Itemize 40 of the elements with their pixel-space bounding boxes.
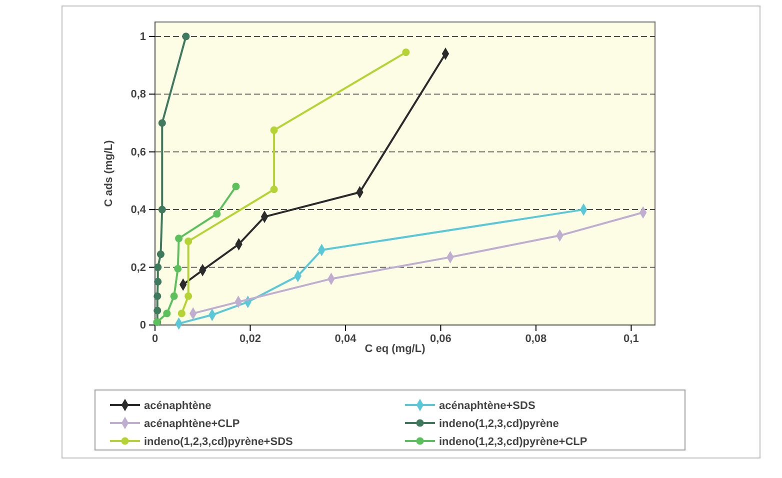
point	[184, 292, 192, 300]
point	[154, 306, 162, 314]
y-tick-label: 0,8	[130, 88, 146, 101]
point	[158, 206, 166, 214]
legend-label: indeno(1,2,3,cd)pyrène	[439, 418, 559, 430]
legend-label: indeno(1,2,3,cd)pyrène+CLP	[439, 436, 588, 448]
x-tick-label: 0,06	[430, 332, 452, 345]
point	[175, 234, 183, 242]
point	[156, 250, 164, 258]
point	[213, 210, 221, 218]
x-axis-title: C eq (mg/L)	[364, 343, 426, 355]
point	[163, 310, 171, 318]
point	[154, 264, 162, 272]
point	[402, 48, 410, 56]
x-tick-label: 0,1	[624, 332, 639, 345]
x-tick-label: 0,04	[334, 332, 358, 345]
point	[184, 238, 192, 246]
x-tick-label: 0	[152, 332, 158, 345]
point	[154, 292, 162, 300]
point	[182, 32, 190, 40]
y-tick-label: 0	[140, 320, 146, 332]
point	[178, 310, 186, 318]
legend-label: indeno(1,2,3,cd)pyrène+SDS	[144, 436, 293, 448]
point	[174, 264, 182, 273]
legend-label: acénaphtène+CLP	[144, 418, 240, 430]
legend-label: acénaphtène+SDS	[439, 400, 536, 412]
y-axis-title: C ads (mg/L)	[103, 140, 115, 207]
point	[270, 126, 278, 134]
y-tick-label: 1	[140, 30, 146, 43]
y-tick-label: 0,2	[130, 262, 146, 274]
legend-label: acénaphtène	[144, 400, 212, 412]
point	[170, 292, 178, 300]
x-tick-label: 0,02	[240, 332, 261, 345]
point	[154, 278, 162, 286]
point	[270, 186, 278, 194]
point	[232, 182, 240, 190]
y-tick-label: 0,6	[130, 146, 146, 158]
x-tick-label: 0,08	[525, 332, 547, 345]
y-tick-label: 0,4	[130, 204, 147, 216]
point	[158, 119, 166, 127]
